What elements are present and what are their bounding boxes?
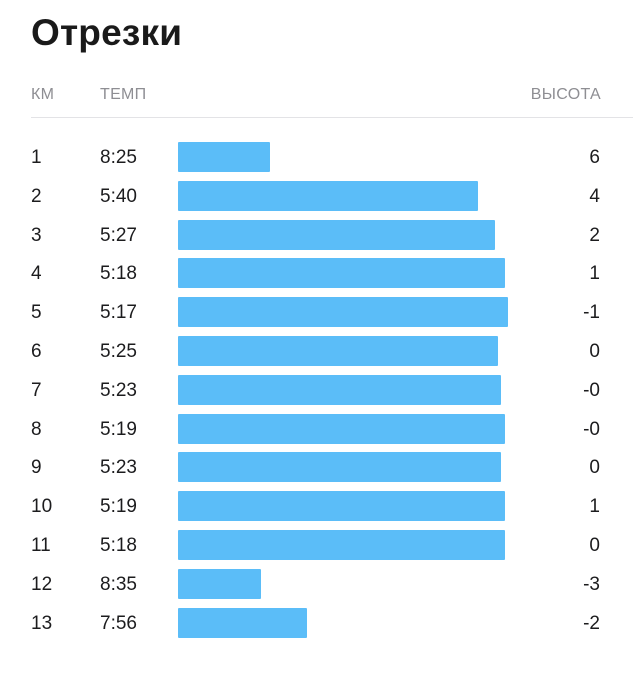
split-km: 9 — [31, 457, 42, 479]
split-pace: 5:40 — [100, 185, 137, 207]
split-row: 3 5:27 2 — [0, 217, 633, 256]
split-pace-bar — [178, 607, 307, 638]
split-km: 8 — [31, 418, 42, 440]
split-pace: 5:23 — [100, 379, 137, 401]
split-km: 5 — [31, 302, 42, 324]
split-elevation: -0 — [583, 418, 600, 440]
split-elevation: 0 — [589, 340, 600, 362]
split-km: 1 — [31, 147, 42, 168]
split-elevation: 1 — [589, 496, 600, 518]
split-pace-bar — [178, 452, 501, 483]
split-pace-bar — [178, 335, 498, 366]
split-row: 7 5:23 -0 — [0, 372, 633, 411]
split-pace: 5:19 — [100, 418, 137, 440]
split-km: 11 — [31, 534, 51, 556]
split-elevation: 0 — [589, 534, 600, 556]
split-km: 4 — [31, 263, 42, 285]
splits-list: 1 8:25 6 2 5:40 4 3 5:27 2 4 5:18 1 5 5:17 -1 6 5:25 0 7 5:… — [0, 139, 633, 643]
split-row: 13 7:56 -2 — [0, 605, 633, 644]
split-elevation: -1 — [583, 302, 600, 324]
split-km: 3 — [31, 224, 42, 246]
split-pace: 5:18 — [100, 534, 137, 556]
split-elevation: -0 — [583, 379, 600, 401]
split-pace: 8:25 — [100, 147, 137, 168]
split-pace-bar — [178, 297, 508, 328]
split-pace-bar — [178, 413, 505, 444]
header-km: КМ — [31, 86, 55, 103]
split-pace: 5:25 — [100, 340, 137, 362]
split-elevation: -3 — [583, 573, 600, 595]
split-pace-bar — [178, 258, 505, 289]
split-pace: 5:23 — [100, 457, 137, 479]
split-pace-bar — [178, 219, 495, 250]
page-title: Отрезки — [31, 12, 183, 53]
header-pace: ТЕМП — [100, 86, 147, 103]
split-pace-bar — [178, 142, 270, 172]
split-km: 2 — [31, 185, 42, 207]
split-row: 5 5:17 -1 — [0, 294, 633, 333]
split-elevation: 2 — [589, 224, 600, 246]
split-row: 10 5:19 1 — [0, 488, 633, 527]
split-row: 1 8:25 6 — [0, 139, 633, 178]
split-pace: 5:17 — [100, 302, 137, 324]
split-row: 9 5:23 0 — [0, 449, 633, 488]
split-pace-bar — [178, 374, 501, 405]
split-pace-bar — [178, 180, 478, 211]
split-pace: 5:27 — [100, 224, 137, 246]
split-row: 8 5:19 -0 — [0, 411, 633, 450]
split-elevation: 1 — [589, 263, 600, 285]
split-pace-bar — [178, 529, 505, 560]
split-row: 6 5:25 0 — [0, 333, 633, 372]
splits-header: КМ ТЕМП ВЫСОТА — [31, 86, 601, 108]
split-row: 11 5:18 0 — [0, 527, 633, 566]
split-pace-bar — [178, 568, 261, 599]
split-row: 4 5:18 1 — [0, 255, 633, 294]
split-elevation: 6 — [589, 147, 600, 168]
split-km: 12 — [31, 573, 53, 595]
header-divider — [31, 117, 633, 118]
split-km: 13 — [31, 612, 53, 634]
split-km: 7 — [31, 379, 42, 401]
split-elevation: 4 — [589, 185, 600, 207]
split-km: 6 — [31, 340, 42, 362]
split-pace: 5:19 — [100, 496, 137, 518]
split-row: 12 8:35 -3 — [0, 566, 633, 605]
split-pace: 5:18 — [100, 263, 137, 285]
split-elevation: -2 — [583, 612, 600, 634]
split-km: 10 — [31, 496, 53, 518]
split-pace-bar — [178, 491, 505, 522]
split-elevation: 0 — [589, 457, 600, 479]
split-pace: 8:35 — [100, 573, 137, 595]
split-pace: 7:56 — [100, 612, 137, 634]
split-row: 2 5:40 4 — [0, 178, 633, 217]
header-elevation: ВЫСОТА — [530, 86, 601, 103]
